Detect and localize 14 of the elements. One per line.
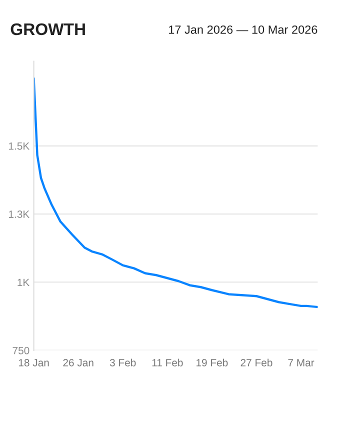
chart-subtitle: 17 Jan 2026 — 10 Mar 2026 [168, 25, 318, 34]
y-tick-label: 1.5K [9, 142, 30, 150]
x-tick-label: 3 Feb [110, 358, 136, 366]
x-tick-label: 26 Jan [63, 359, 94, 366]
x-tick-label: 19 Feb [196, 358, 228, 366]
line-series [34, 78, 318, 308]
x-tick-label: 18 Jan [18, 359, 49, 366]
y-tick-label: 750 [12, 346, 30, 354]
chart-title: GROWTH [10, 23, 85, 36]
x-tick-label: 11 Feb [152, 358, 183, 366]
y-tick-label: 1K [18, 278, 30, 286]
x-tick-label: 7 Mar [288, 359, 314, 366]
y-tick-label: 1.3K [9, 210, 30, 218]
x-tick-label: 27 Feb [240, 358, 272, 366]
